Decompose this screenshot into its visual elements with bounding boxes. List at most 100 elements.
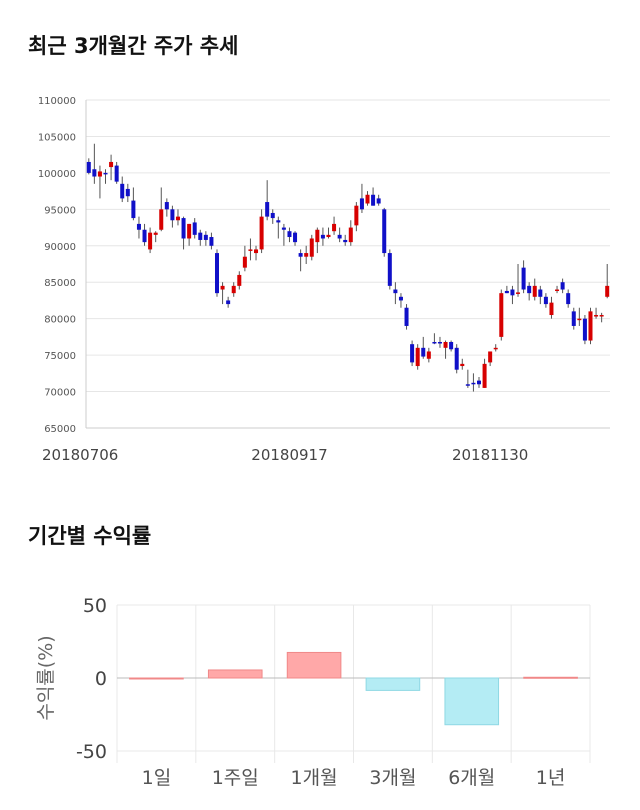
candle-body: [404, 307, 409, 326]
candle-body: [382, 209, 387, 254]
candle-body: [237, 274, 242, 286]
candle-body: [298, 253, 303, 257]
candle-body: [516, 292, 521, 294]
return-bar: [444, 677, 500, 726]
y-tick-label: 110000: [38, 96, 76, 107]
candle-body: [276, 220, 281, 223]
candle-body: [499, 293, 504, 337]
candle-body: [192, 222, 197, 235]
candle-body: [187, 223, 192, 239]
candle-body: [265, 202, 270, 217]
candle-body: [170, 209, 175, 221]
candle-body: [359, 198, 364, 210]
candle-body: [471, 382, 476, 385]
candle-body: [410, 344, 415, 363]
y-tick-label: 85000: [44, 278, 76, 289]
candle-body: [270, 212, 275, 219]
y-tick-label: 80000: [44, 315, 76, 326]
candle-body: [220, 285, 225, 290]
candle-body: [332, 223, 337, 232]
candle-body: [538, 289, 543, 297]
candle-body: [175, 216, 180, 221]
candle-body: [543, 296, 548, 305]
candle-body: [482, 363, 487, 388]
candle-body: [109, 161, 114, 168]
candle-body: [476, 380, 482, 385]
candle-body: [594, 315, 599, 317]
candle-body: [226, 300, 231, 305]
candle-body: [214, 253, 220, 294]
candle-body: [421, 347, 426, 357]
candle-body: [527, 285, 532, 294]
candle-body: [231, 285, 236, 294]
returns-chart-title: 기간별 수익률: [28, 524, 152, 548]
candlestick-chart: 65000 70000 75000 80000 85000 90000 95000 10000…: [38, 96, 610, 464]
candle-body: [293, 232, 298, 243]
candle-body: [415, 347, 420, 367]
candle-body: [493, 347, 498, 350]
y-tick-label: 105000: [38, 132, 76, 143]
y-tick-label: -50: [76, 741, 107, 763]
candle-body: [365, 194, 370, 204]
candle-body: [320, 234, 325, 239]
candle-body: [571, 311, 576, 326]
candle-body: [605, 285, 610, 297]
candle-body: [371, 194, 376, 206]
candle-body: [337, 234, 342, 239]
candle-body: [454, 347, 459, 370]
y-tick-label: 70000: [44, 388, 76, 399]
candle-body: [521, 267, 526, 290]
x-tick-label: 1일: [142, 767, 172, 789]
candle-body: [136, 223, 141, 230]
x-tick-label: 20181130: [452, 446, 528, 464]
candle-body: [348, 227, 353, 243]
candle-body: [426, 351, 431, 359]
candle-body: [398, 296, 403, 301]
candle-body: [376, 198, 381, 204]
candle-body: [577, 318, 582, 321]
x-tick-label: 20180706: [42, 446, 118, 464]
candle-body: [432, 341, 437, 344]
candle-body: [92, 169, 97, 177]
candle-body: [164, 202, 169, 210]
candle-body: [209, 237, 214, 246]
candle-body: [287, 231, 292, 238]
candle-body: [343, 239, 348, 243]
candle-body: [281, 227, 286, 230]
y-tick-label: 65000: [44, 424, 76, 435]
x-tick-label: 1년: [536, 767, 566, 789]
candle-body: [131, 200, 136, 219]
candle-body: [103, 172, 108, 175]
returns-bar-chart: 50 0 -50 1일 1주일 1개월 3개월 6개월 1년 수익률(%): [35, 595, 591, 789]
candle-body: [114, 165, 119, 182]
candle-body: [203, 234, 208, 240]
y-tick-label: 75000: [44, 351, 76, 362]
candle-body: [437, 341, 442, 344]
x-tick-label: 1개월: [291, 767, 338, 789]
candle-body: [86, 161, 91, 173]
candle-chart-title: 최근 3개월간 주가 추세: [28, 34, 239, 58]
x-tick-label: 1주일: [212, 767, 259, 789]
candle-body: [582, 318, 587, 341]
candle-body: [198, 232, 203, 240]
candle-body: [588, 311, 593, 341]
candle-body: [159, 209, 164, 230]
y-tick-label: 50: [83, 595, 107, 617]
return-bar: [207, 669, 263, 679]
candle-body: [181, 218, 186, 239]
y-tick-label: 100000: [38, 169, 76, 180]
candle-body: [142, 229, 147, 243]
candle-body: [488, 351, 493, 363]
candle-body: [153, 232, 158, 235]
candle-body: [465, 384, 470, 386]
candle-body: [532, 285, 537, 297]
candle-body: [259, 216, 264, 250]
candle-body: [504, 290, 509, 294]
return-bar: [523, 676, 578, 679]
return-bar: [286, 651, 342, 679]
candle-body: [242, 256, 247, 268]
candle-body: [599, 315, 604, 317]
candle-body: [326, 234, 331, 238]
x-tick-label: 3개월: [369, 767, 416, 789]
y-tick-label: 0: [95, 668, 107, 690]
